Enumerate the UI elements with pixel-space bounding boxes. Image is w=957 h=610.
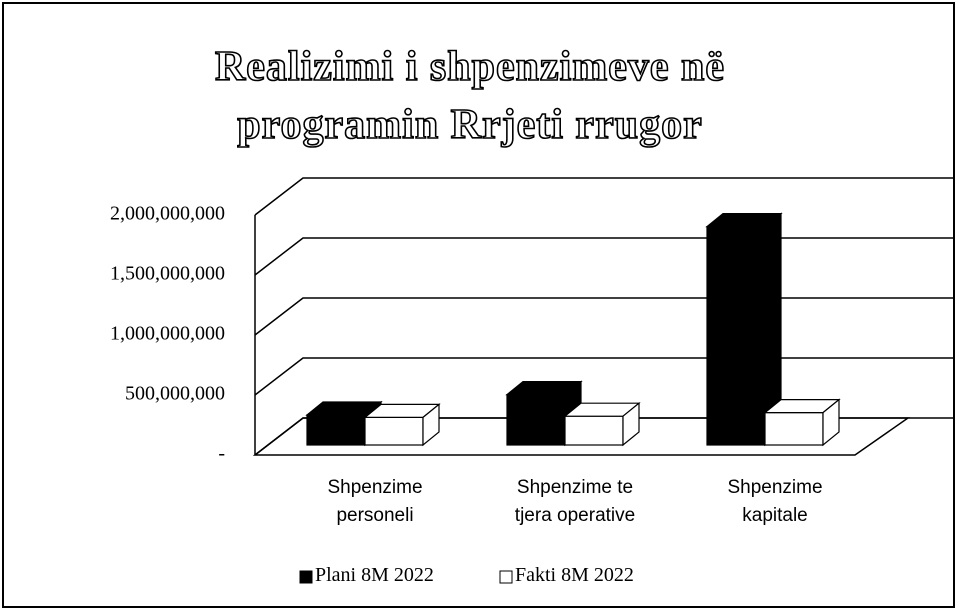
bar — [563, 401, 641, 447]
x-tick-label: Shpenzime personeli — [327, 477, 423, 526]
bar-front — [764, 412, 824, 446]
legend-label: Plani 8M 2022 — [315, 564, 434, 586]
x-tick-label: Shpenzime kapitale — [727, 477, 823, 526]
legend-swatch — [299, 570, 313, 584]
grid-line — [254, 297, 953, 336]
bar — [763, 398, 841, 447]
x-tick-label: Shpenzime te tjera operative — [514, 477, 636, 526]
bar-side — [622, 401, 640, 447]
legend-swatch — [499, 570, 513, 584]
bar-front — [364, 416, 424, 446]
bar-side — [822, 398, 840, 447]
legend-label: Fakti 8M 2022 — [515, 564, 634, 586]
bar-side — [422, 403, 440, 447]
y-tick-label: - — [218, 443, 225, 465]
bar — [363, 403, 441, 447]
bar-front — [506, 394, 566, 446]
bar-front — [706, 226, 766, 446]
y-tick-label: 1,500,000,000 — [110, 263, 225, 285]
y-tick-label: 500,000,000 — [125, 383, 225, 405]
chart-title: Realizimi i shpenzimeve në programin Rrj… — [214, 43, 726, 149]
y-tick-label: 2,000,000,000 — [110, 203, 225, 225]
grid-line — [254, 237, 953, 276]
bar — [705, 212, 783, 447]
bar-front — [564, 415, 624, 446]
grid-line — [254, 177, 953, 216]
y-tick-label: 1,000,000,000 — [110, 323, 225, 345]
bar-front — [306, 414, 366, 446]
grid-line — [254, 357, 953, 396]
